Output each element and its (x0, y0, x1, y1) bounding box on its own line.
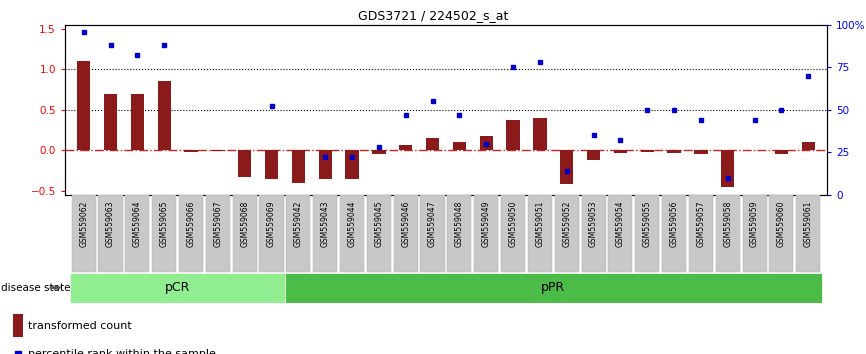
Bar (77, 61, 90, 150)
Bar (533, 118, 546, 150)
Text: GSM559043: GSM559043 (320, 201, 330, 247)
Text: GSM559056: GSM559056 (669, 201, 679, 247)
FancyBboxPatch shape (581, 195, 605, 272)
Text: GSM559065: GSM559065 (159, 201, 169, 247)
FancyBboxPatch shape (99, 195, 123, 272)
Text: GSM559049: GSM559049 (481, 201, 491, 247)
Text: percentile rank within the sample: percentile rank within the sample (28, 349, 216, 354)
Text: GSM559055: GSM559055 (643, 201, 652, 247)
FancyBboxPatch shape (554, 195, 578, 272)
Text: pCR: pCR (165, 281, 191, 294)
Text: GSM559069: GSM559069 (267, 201, 276, 247)
Text: GSM559066: GSM559066 (186, 201, 196, 247)
Bar (158, 81, 171, 150)
Text: GSM559047: GSM559047 (428, 201, 437, 247)
Text: pPR: pPR (541, 281, 565, 294)
FancyBboxPatch shape (287, 195, 311, 272)
Bar (587, 150, 600, 160)
FancyBboxPatch shape (313, 195, 338, 272)
Text: GSM559057: GSM559057 (696, 201, 706, 247)
FancyBboxPatch shape (70, 273, 285, 303)
Text: GSM559064: GSM559064 (132, 201, 142, 247)
Text: GSM559058: GSM559058 (723, 201, 733, 247)
Bar (131, 93, 144, 150)
Bar (507, 120, 520, 150)
Bar (695, 150, 708, 154)
FancyBboxPatch shape (152, 195, 177, 272)
FancyBboxPatch shape (662, 195, 686, 272)
Text: GSM559063: GSM559063 (106, 201, 115, 247)
FancyBboxPatch shape (179, 195, 204, 272)
Text: GSM559052: GSM559052 (562, 201, 572, 247)
Text: GDS3721 / 224502_s_at: GDS3721 / 224502_s_at (358, 9, 508, 22)
Bar (775, 150, 788, 154)
Bar (184, 150, 197, 152)
Text: GSM559054: GSM559054 (616, 201, 625, 247)
FancyBboxPatch shape (285, 273, 822, 303)
FancyBboxPatch shape (340, 195, 364, 272)
Text: GSM559068: GSM559068 (240, 201, 249, 247)
FancyBboxPatch shape (367, 195, 391, 272)
Text: transformed count: transformed count (28, 321, 132, 331)
Bar (399, 144, 412, 150)
FancyBboxPatch shape (421, 195, 444, 272)
Text: GSM559060: GSM559060 (777, 201, 786, 247)
FancyBboxPatch shape (608, 195, 632, 272)
FancyBboxPatch shape (688, 195, 713, 272)
Bar (426, 138, 439, 150)
FancyBboxPatch shape (394, 195, 417, 272)
Text: GSM559045: GSM559045 (374, 201, 384, 247)
FancyBboxPatch shape (528, 195, 552, 272)
Text: GSM559061: GSM559061 (804, 201, 813, 247)
Bar (238, 150, 251, 177)
FancyBboxPatch shape (233, 195, 257, 272)
Bar (668, 150, 681, 153)
FancyBboxPatch shape (126, 195, 150, 272)
Bar (453, 142, 466, 150)
FancyBboxPatch shape (448, 195, 471, 272)
FancyBboxPatch shape (715, 195, 740, 272)
FancyBboxPatch shape (72, 195, 96, 272)
Bar (211, 150, 224, 151)
FancyBboxPatch shape (260, 195, 284, 272)
Bar (560, 150, 573, 184)
FancyBboxPatch shape (501, 195, 525, 272)
Text: GSM559046: GSM559046 (401, 201, 410, 247)
Bar (480, 136, 493, 150)
FancyBboxPatch shape (635, 195, 659, 272)
Text: GSM559048: GSM559048 (455, 201, 464, 247)
Bar (721, 150, 734, 187)
FancyBboxPatch shape (206, 195, 230, 272)
Text: GSM559059: GSM559059 (750, 201, 759, 247)
Bar (319, 150, 332, 178)
Text: GSM559051: GSM559051 (535, 201, 545, 247)
Text: GSM559042: GSM559042 (294, 201, 303, 247)
Bar (346, 150, 359, 178)
Text: GSM559044: GSM559044 (347, 201, 357, 247)
FancyBboxPatch shape (475, 195, 498, 272)
FancyBboxPatch shape (742, 195, 766, 272)
FancyBboxPatch shape (769, 195, 793, 272)
Bar (641, 150, 654, 152)
Text: GSM559050: GSM559050 (508, 201, 518, 247)
Text: GSM559067: GSM559067 (213, 201, 223, 247)
Bar (292, 150, 305, 183)
Bar (614, 150, 627, 153)
Bar (13, 314, 23, 337)
Bar (104, 93, 117, 150)
Text: disease state: disease state (1, 282, 70, 293)
Bar (372, 150, 385, 154)
Bar (265, 150, 278, 178)
Bar (802, 142, 815, 150)
Text: GSM559062: GSM559062 (79, 201, 88, 247)
Text: GSM559053: GSM559053 (589, 201, 598, 247)
FancyBboxPatch shape (796, 195, 820, 272)
